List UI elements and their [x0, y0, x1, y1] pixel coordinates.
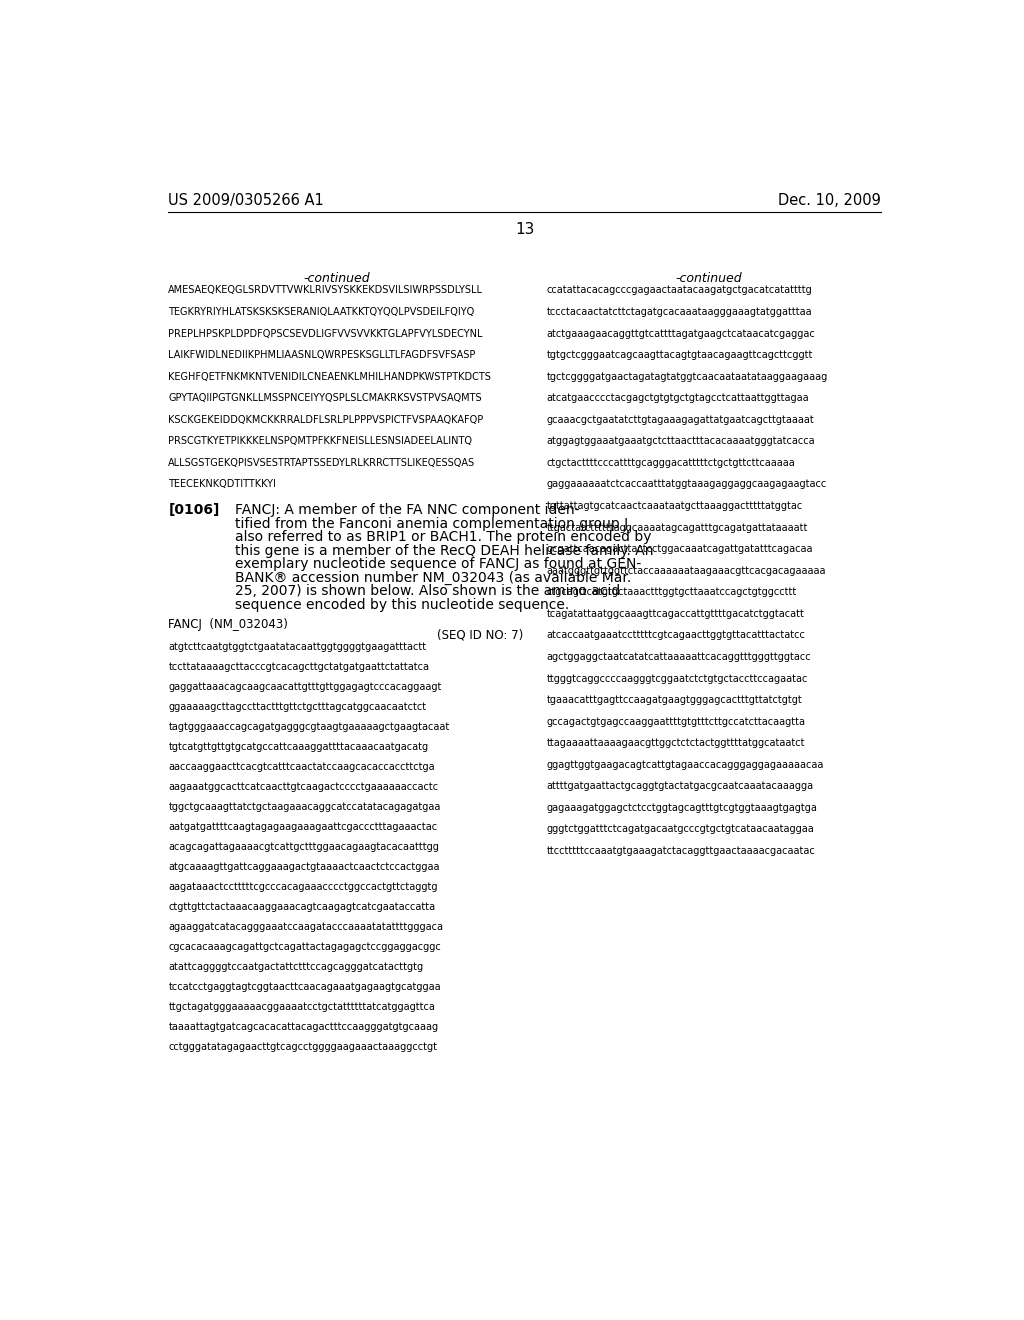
Text: gcaaacgctgaatatcttgtagaaagagattatgaatcagcttgtaaaat: gcaaacgctgaatatcttgtagaaagagattatgaatcag… [547, 414, 814, 425]
Text: attttgatgaattactgcaggtgtactatgacgcaatcaaatacaaagga: attttgatgaattactgcaggtgtactatgacgcaatcaa… [547, 781, 814, 791]
Text: tified from the Fanconi anemia complementation group J,: tified from the Fanconi anemia complemen… [234, 517, 633, 531]
Text: ctgctacttttcccattttgcagggacatttttctgctgttcttcaaaaa: ctgctacttttcccattttgcagggacatttttctgctgt… [547, 458, 796, 467]
Text: atgcaaaagttgattcaggaaagactgtaaaactcaactctccactggaa: atgcaaaagttgattcaggaaagactgtaaaactcaactc… [168, 862, 439, 873]
Text: KEGHFQETFNKMKNTVENIDILCNEAENKLMHILHANDPKWSTPTKDCTS: KEGHFQETFNKMKNTVENIDILCNEAENKLMHILHANDPK… [168, 372, 492, 381]
Text: PRSCGTKYETPIKKKELNSPQMTPFKKFNEISLLESNSIADEELALINTQ: PRSCGTKYETPIKKKELNSPQMTPFKKFNEISLLESNSIA… [168, 437, 472, 446]
Text: 25, 2007) is shown below. Also shown is the amino acid: 25, 2007) is shown below. Also shown is … [234, 585, 621, 598]
Text: atattcaggggtccaatgactattctttccagcagggatcatacttgtg: atattcaggggtccaatgactattctttccagcagggatc… [168, 962, 424, 973]
Text: tgctcggggatgaactagatagtatggtcaacaataatataaggaagaaag: tgctcggggatgaactagatagtatggtcaacaataatat… [547, 372, 827, 381]
Text: cgcacacaaagcagattgctcagattactagagagctccggaggacggc: cgcacacaaagcagattgctcagattactagagagctccg… [168, 942, 441, 952]
Text: ttgactatcttttttaggcaaaatagcagatttgcagatgattataaaatt: ttgactatcttttttaggcaaaatagcagatttgcagatg… [547, 523, 808, 532]
Text: aaatgggttgttggttctaccaaaaaataagaaacgttcacgacagaaaaa: aaatgggttgttggttctaccaaaaaataagaaacgttca… [547, 566, 826, 576]
Text: atggagtggaaatgaaatgctcttaactttacacaaaatgggtatcacca: atggagtggaaatgaaatgctcttaactttacacaaaatg… [547, 437, 815, 446]
Text: this gene is a member of the RecQ DEAH helicase family. An: this gene is a member of the RecQ DEAH h… [234, 544, 653, 558]
Text: tcagatattaatggcaaagttcagaccattgttttgacatctggtacatt: tcagatattaatggcaaagttcagaccattgttttgacat… [547, 609, 805, 619]
Text: cctgggatatagagaacttgtcagcctggggaagaaactaaaggcctgt: cctgggatatagagaacttgtcagcctggggaagaaacta… [168, 1043, 437, 1052]
Text: ccatattacacagcccgagaactaatacaagatgctgacatcatattttg: ccatattacacagcccgagaactaatacaagatgctgaca… [547, 285, 812, 296]
Text: ggaaaaagcttagccttactttgttctgctttagcatggcaacaatctct: ggaaaaagcttagccttactttgttctgctttagcatggc… [168, 702, 426, 711]
Text: ggagttggtgaagacagtcattgtagaaccacagggaggagaaaaacaa: ggagttggtgaagacagtcattgtagaaccacagggagga… [547, 760, 824, 770]
Text: agctggaggctaatcatatcattaaaaattcacaggtttgggttggtacc: agctggaggctaatcatatcattaaaaattcacaggtttg… [547, 652, 811, 661]
Text: tgttattagtgcatcaactcaaataatgcttaaaggactttttatggtac: tgttattagtgcatcaactcaaataatgcttaaaggactt… [547, 502, 803, 511]
Text: tccctacaactatcttctagatgcacaaataagggaaagtatggatttaa: tccctacaactatcttctagatgcacaaataagggaaagt… [547, 308, 812, 317]
Text: aaccaaggaacttcacgtcatttcaactatccaagcacaccaccttctga: aaccaaggaacttcacgtcatttcaactatccaagcacac… [168, 762, 435, 772]
Text: US 2009/0305266 A1: US 2009/0305266 A1 [168, 193, 324, 209]
Text: ALLSGSTGEKQPISVSESTRTAPTSSEDYLRLKRRCTTSLIKEQESSQAS: ALLSGSTGEKQPISVSESTRTAPTSSEDYLRLKRRCTTSL… [168, 458, 475, 467]
Text: 13: 13 [515, 222, 535, 236]
Text: ttgggtcaggccccaagggtcggaatctctgtgctaccttccagaatac: ttgggtcaggccccaagggtcggaatctctgtgctacctt… [547, 673, 808, 684]
Text: tgtcatgttgttgtgcatgccattcaaaggattttacaaacaatgacatg: tgtcatgttgttgtgcatgccattcaaaggattttacaaa… [168, 742, 428, 752]
Text: FANCJ: A member of the FA NNC component iden-: FANCJ: A member of the FA NNC component … [234, 503, 580, 517]
Text: ctgttgttctactaaacaaggaaacagtcaagagtcatcgaataccatta: ctgttgttctactaaacaaggaaacagtcaagagtcatcg… [168, 903, 435, 912]
Text: also referred to as BRIP1 or BACH1. The protein encoded by: also referred to as BRIP1 or BACH1. The … [234, 531, 651, 544]
Text: gggtctggatttctcagatgacaatgcccgtgctgtcataacaataggaa: gggtctggatttctcagatgacaatgcccgtgctgtcata… [547, 825, 814, 834]
Text: tggctgcaaagttatctgctaagaaacaggcatccatatacagagatgaa: tggctgcaaagttatctgctaagaaacaggcatccatata… [168, 803, 440, 812]
Text: acagcagattagaaaacgtcattgctttggaacagaagtacacaatttgg: acagcagattagaaaacgtcattgctttggaacagaagta… [168, 842, 439, 853]
Text: gaggattaaacagcaagcaacattgtttgttggagagtcccacaggaagt: gaggattaaacagcaagcaacattgtttgttggagagtcc… [168, 682, 441, 692]
Text: atcaccaatgaaatcctttttcgtcagaacttggtgttacatttactatcc: atcaccaatgaaatcctttttcgtcagaacttggtgttac… [547, 631, 805, 640]
Text: tgaaacatttgagttccaagatgaagtgggagcactttgttatctgtgt: tgaaacatttgagttccaagatgaagtgggagcactttgt… [547, 696, 802, 705]
Text: aagaaatggcacttcatcaacttgtcaagactcccctgaaaaaaccactc: aagaaatggcacttcatcaacttgtcaagactcccctgaa… [168, 781, 438, 792]
Text: tccttataaaagcttacccgtcacagcttgctatgatgaattctattatca: tccttataaaagcttacccgtcacagcttgctatgatgaa… [168, 663, 429, 672]
Text: ttagaaaattaaaagaacgttggctctctactggttttatggcataatct: ttagaaaattaaaagaacgttggctctctactggttttat… [547, 738, 805, 748]
Text: (SEQ ID NO: 7): (SEQ ID NO: 7) [437, 628, 523, 642]
Text: ttcctttttccaaatgtgaaagatctacaggttgaactaaaacgacaatac: ttcctttttccaaatgtgaaagatctacaggttgaactaa… [547, 846, 815, 855]
Text: ttgctagatgggaaaaacggaaaatcctgctattttttatcatggagttca: ttgctagatgggaaaaacggaaaatcctgctattttttat… [168, 1002, 435, 1012]
Text: tagtgggaaaccagcagatgagggcgtaagtgaaaaagctgaagtacaat: tagtgggaaaccagcagatgagggcgtaagtgaaaaagct… [168, 722, 450, 733]
Text: taaaattagtgatcagcacacattacagactttccaagggatgtgcaaag: taaaattagtgatcagcacacattacagactttccaaggg… [168, 1022, 438, 1032]
Text: AMESAEQKEQGLSRDVTTVWKLRIVSYSKKEKDSVILSIWRPSSDLYSLL: AMESAEQKEQGLSRDVTTVWKLRIVSYSKKEKDSVILSIW… [168, 285, 483, 296]
Text: tccatcctgaggtagtcggtaacttcaacagaaatgagaagtgcatggaa: tccatcctgaggtagtcggtaacttcaacagaaatgagaa… [168, 982, 441, 993]
Text: -continued: -continued [676, 272, 742, 285]
Text: tgtgctcgggaatcagcaagttacagtgtaacagaagttcagcttcggtt: tgtgctcgggaatcagcaagttacagtgtaacagaagttc… [547, 350, 813, 360]
Text: atcatgaacccctacgagctgtgtgctgtagcctcattaattggttagaa: atcatgaacccctacgagctgtgtgctgtagcctcattaa… [547, 393, 809, 403]
Text: sequence encoded by this nucleotide sequence.: sequence encoded by this nucleotide sequ… [234, 598, 569, 611]
Text: aagataaactcctttttcgcccacagaaacccctggccactgttctaggtg: aagataaactcctttttcgcccacagaaacccctggccac… [168, 882, 438, 892]
Text: ctgcagttcatgtgctaaactttggtgcttaaatccagctgtggccttt: ctgcagttcatgtgctaaactttggtgcttaaatccagct… [547, 587, 797, 597]
Text: -continued: -continued [304, 272, 371, 285]
Text: LAIKFWIDLNEDIIKPHMLIAASNLQWRPESKSGLLTLFAGDFSVFSASP: LAIKFWIDLNEDIIKPHMLIAASNLQWRPESKSGLLTLFA… [168, 350, 476, 360]
Text: gagaaagatggagctctcctggtagcagtttgtcgtggtaaagtgagtga: gagaaagatggagctctcctggtagcagtttgtcgtggta… [547, 803, 817, 813]
Text: atgtcttcaatgtggtctgaatatacaattggtggggtgaagatttactt: atgtcttcaatgtggtctgaatatacaattggtggggtga… [168, 642, 426, 652]
Text: gccagactgtgagccaaggaattttgtgtttcttgccatcttacaagtta: gccagactgtgagccaaggaattttgtgtttcttgccatc… [547, 717, 806, 726]
Text: FANCJ  (NM_032043): FANCJ (NM_032043) [168, 618, 288, 631]
Text: TEECEKNKQDTITTKKYI: TEECEKNKQDTITTKKYI [168, 479, 276, 490]
Text: TEGKRYRIYHLATSKSKSKSERANIQLAATKKTQYQQLPVSDEILFQIYQ: TEGKRYRIYHLATSKSKSKSERANIQLAATKKTQYQQLPV… [168, 308, 474, 317]
Text: BANK® accession number NM_032043 (as available Mar.: BANK® accession number NM_032043 (as ava… [234, 570, 631, 585]
Text: aatgatgattttcaagtagagaagaaagaattcgaccctttagaaactac: aatgatgattttcaagtagagaagaaagaattcgaccctt… [168, 822, 437, 832]
Text: exemplary nucleotide sequence of FANCJ as found at GEN-: exemplary nucleotide sequence of FANCJ a… [234, 557, 641, 572]
Text: atctgaaagaacaggttgtcattttagatgaagctcataacatcgaggac: atctgaaagaacaggttgtcattttagatgaagctcataa… [547, 329, 815, 338]
Text: agaaggatcatacagggaaatccaagatacccaaaatatattttgggaca: agaaggatcatacagggaaatccaagatacccaaaatata… [168, 923, 443, 932]
Text: [0106]: [0106] [168, 503, 220, 517]
Text: KSCKGEKEIDDQKMCKKRRALDFLSRLPLPPPVSPICTFVSPAAQKAFQP: KSCKGEKEIDDQKMCKKRRALDFLSRLPLPPPVSPICTFV… [168, 414, 483, 425]
Text: gaggaaaaaatctcaccaatttatggtaaagaggaggcaagagaagtacc: gaggaaaaaatctcaccaatttatggtaaagaggaggcaa… [547, 479, 826, 490]
Text: PREPLHPSKPLDPDFQPSCSEVDLIGFVVSVVKKTGLAPFVYLSDECYNL: PREPLHPSKPLDPDFQPSCSEVDLIGFVVSVVKKTGLAPF… [168, 329, 482, 338]
Text: GPYTAQIIPGTGNKLLMSSPNCEIYYQSPLSLCMAKRKSVSTPVSAQMTS: GPYTAQIIPGTGNKLLMSSPNCEIYYQSPLSLCMAKRKSV… [168, 393, 482, 403]
Text: Dec. 10, 2009: Dec. 10, 2009 [778, 193, 882, 209]
Text: gcgattcaacagacttactcctggacaaatcagattgatatttcagacaa: gcgattcaacagacttactcctggacaaatcagattgata… [547, 544, 813, 554]
